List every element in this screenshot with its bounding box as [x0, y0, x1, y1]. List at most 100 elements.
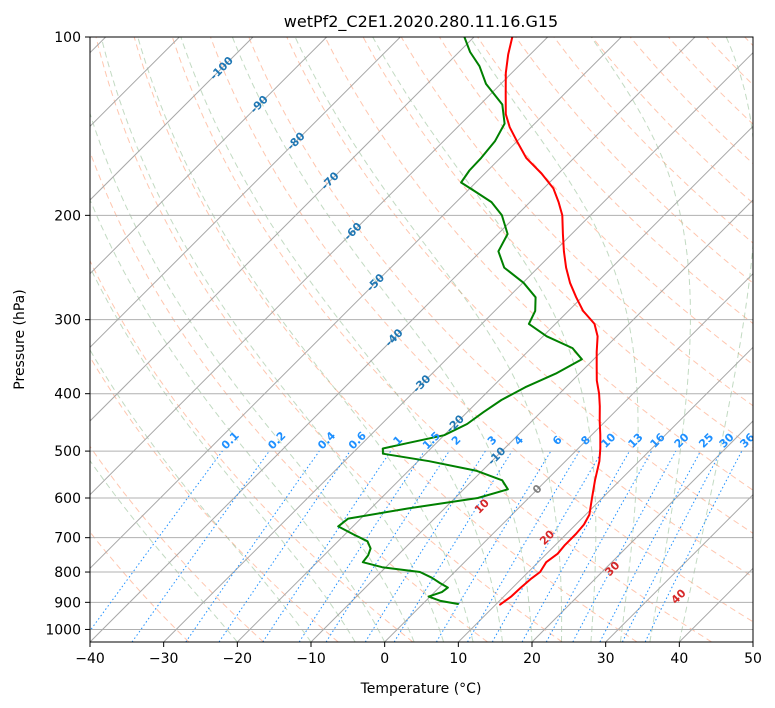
isotherm-line — [90, 37, 401, 349]
mixing-ratio-line — [572, 450, 677, 642]
mixing-ratio-label: 0.1 — [219, 429, 242, 452]
y-axis: 100 200 300 400 500 600 700 800 900 1000 — [45, 30, 90, 638]
mixing-ratio-line — [364, 450, 486, 642]
isotherm-lines — [90, 37, 753, 642]
x-tick-label: −20 — [223, 651, 253, 667]
x-tick-label: 30 — [597, 651, 615, 667]
line-labels: -100-90-80-70-60-50-40-30-20-1000.1 0.2 0.… — [207, 54, 753, 607]
mixing-ratio-label: 6 — [550, 433, 565, 448]
isotherm-line — [752, 641, 753, 642]
y-tick-label: 800 — [54, 565, 81, 581]
mixing-ratio-label: 25 — [696, 431, 716, 451]
moist-adiabat-line — [90, 459, 238, 642]
x-axis-label: Temperature (°C) — [360, 681, 482, 697]
moist-adiabat-line — [469, 37, 639, 642]
dry-adiabat-line — [553, 37, 753, 244]
dry-adiabat-line — [90, 150, 488, 642]
mixing-ratio-label: 16 — [648, 430, 668, 450]
plot-area: -100-90-80-70-60-50-40-30-20-1000.1 0.2 0.… — [90, 37, 753, 642]
mixing-ratio-line — [393, 450, 513, 642]
mixing-ratio-line — [325, 450, 450, 642]
isotherm-line — [531, 420, 753, 642]
mixing-ratio-label: 1.5 — [420, 429, 443, 452]
y-tick-label: 1000 — [45, 622, 81, 638]
moist-adiabat-label: 40 — [669, 586, 689, 606]
x-tick-label: −40 — [75, 651, 105, 667]
dry-adiabat-line — [591, 37, 753, 204]
isotherm-line — [457, 346, 753, 642]
mixing-ratio-line — [131, 450, 270, 642]
moist-adiabat-label: 30 — [602, 559, 622, 579]
isotherm-line — [90, 37, 622, 570]
mixing-ratio-line — [521, 450, 630, 642]
mixing-ratio-line — [298, 450, 425, 642]
isotherm-line — [90, 37, 696, 642]
isotherm-line — [310, 199, 753, 642]
moist-adiabat-line — [231, 37, 533, 642]
isotherm-line — [605, 493, 753, 642]
dry-adiabat-line — [477, 37, 753, 325]
x-tick-label: 10 — [449, 651, 467, 667]
mixing-ratio-line — [599, 450, 701, 642]
dry-adiabat-line — [515, 37, 753, 284]
dry-adiabat-line — [133, 37, 638, 642]
y-tick-label: 300 — [54, 313, 81, 329]
mixing-ratio-label: 0.6 — [346, 429, 369, 452]
moist-adiabat-line — [90, 111, 415, 642]
temperature-profile-line — [499, 37, 602, 606]
moist-adiabat-line — [180, 37, 503, 642]
chart-title: wetPf2_C2E1.2020.280.11.16.G15 — [284, 12, 558, 32]
dry-adiabat-line — [171, 37, 712, 642]
dry-adiabat-line — [744, 37, 753, 47]
dewpoint-profile-line — [337, 37, 583, 605]
moist-adiabat-line — [90, 198, 386, 642]
moist-adiabat-label: 20 — [537, 527, 557, 547]
isotherm-line — [236, 125, 753, 642]
y-tick-label: 200 — [54, 208, 81, 224]
mixing-ratio-line — [467, 450, 580, 642]
mixing-ratio-line — [491, 450, 603, 642]
mixing-ratio-label: 2 — [449, 433, 464, 448]
dry-adiabat-line — [90, 445, 264, 642]
mixing-ratio-line — [218, 450, 351, 642]
mixing-ratio-line — [185, 450, 320, 642]
dry-adiabat-line — [324, 37, 753, 491]
dry-adiabat-line — [629, 37, 753, 165]
y-tick-label: 900 — [54, 595, 81, 611]
isotherm-line — [90, 37, 254, 201]
dry-adiabat-line — [668, 37, 753, 125]
x-tick-label: 50 — [744, 651, 762, 667]
x-tick-label: 0 — [380, 651, 389, 667]
y-tick-label: 400 — [54, 387, 81, 403]
mixing-ratio-line — [545, 450, 653, 642]
mixing-ratio-label: 10 — [598, 430, 618, 450]
moist-adiabats — [90, 37, 753, 642]
moist-adiabat-line — [101, 40, 445, 642]
dry-adiabat-line — [90, 259, 414, 642]
moist-adiabat-line — [90, 348, 312, 642]
profile-series — [337, 37, 602, 606]
x-tick-label: 20 — [523, 651, 541, 667]
pressure-gridlines — [90, 37, 753, 630]
mixing-ratio-line — [262, 450, 392, 642]
isotherm-line — [90, 37, 549, 496]
mixing-ratio-label: 0.2 — [265, 429, 288, 452]
y-tick-label: 500 — [54, 444, 81, 460]
y-tick-label: 700 — [54, 531, 81, 547]
x-tick-label: −10 — [296, 651, 326, 667]
dry-adiabat-line — [90, 356, 339, 642]
mixing-ratio-label: 13 — [626, 431, 646, 451]
isotherm-line — [678, 567, 753, 642]
dry-adiabat-line — [95, 37, 563, 642]
dry-adiabat-line — [248, 37, 753, 578]
moist-adiabat-line — [294, 37, 563, 642]
plot-frame — [89, 36, 754, 643]
y-tick-label: 600 — [54, 491, 81, 507]
isotherm-line — [384, 272, 753, 642]
dry-adiabat-line — [90, 531, 190, 642]
y-axis-label: Pressure (hPa) — [12, 289, 28, 389]
moist-adiabat-line — [372, 37, 597, 642]
x-axis: −40 −30 −20 −10 0 10 20 30 40 50 — [75, 642, 762, 667]
moist-adiabat-line — [137, 37, 474, 642]
